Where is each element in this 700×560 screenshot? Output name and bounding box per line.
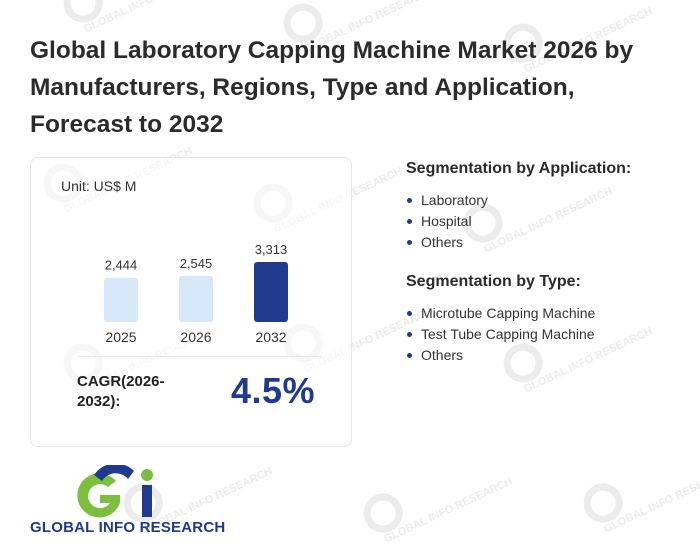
svg-text:GLOBAL INFO RESEARCH: GLOBAL INFO RESEARCH [82,0,214,35]
bullet-icon [407,219,412,224]
market-size-card: Unit: US$ M 2,444 2025 2,545 2026 3,313 2032 … [30,157,352,447]
watermark-logo: GLOBAL INFO RESEARCH [363,475,514,545]
segmentation-type: Segmentation by Type: Microtube Capping … [406,273,595,366]
value-label: 2,444 [105,258,138,273]
list-item: Microtube Capping Machine [406,303,595,324]
bullet-icon [407,311,412,316]
bullet-icon [407,240,412,245]
list-item: Hospital [406,211,631,232]
category-label: 2025 [105,329,136,345]
cagr-label: CAGR(2026-2032): [77,373,165,410]
list-item: Others [406,232,631,253]
svg-text:GLOBAL INFO RESEARCH: GLOBAL INFO RESEARCH [602,465,700,535]
page-title: Global Laboratory Capping Machine Market… [30,37,634,138]
gi-logo-icon [77,463,153,518]
logo-text: GLOBAL INFO RESEARCH [30,519,226,536]
bullet-icon [407,353,412,358]
segmentation-application-heading: Segmentation by Application: [406,160,632,177]
bullet-icon [407,332,412,337]
list-item: Others [406,345,595,366]
watermark-logo: GLOBAL INFO RESEARCH [583,465,700,535]
bar-2026 [179,275,213,322]
list-item: Test Tube Capping Machine [406,324,595,345]
value-label: 2,545 [180,256,213,271]
svg-text:GLOBAL INFO RESEARCH: GLOBAL INFO RESEARCH [382,475,514,545]
company-logo: GLOBAL INFO RESEARCH [30,463,230,540]
segmentation-application: Segmentation by Application: Laboratory … [406,160,631,253]
category-label: 2032 [255,329,286,345]
category-label: 2026 [180,329,211,345]
value-label: 3,313 [255,242,288,257]
divider [79,356,321,357]
market-bar-chart: 2,444 2025 2,545 2026 3,313 2032 [104,242,288,345]
cagr-value: 4.5% [231,370,316,411]
bullet-icon [407,198,412,203]
bar-2032 [254,262,288,322]
segmentation-type-heading: Segmentation by Type: [406,273,581,290]
bar-2025 [104,277,138,322]
list-item: Laboratory [406,190,631,211]
